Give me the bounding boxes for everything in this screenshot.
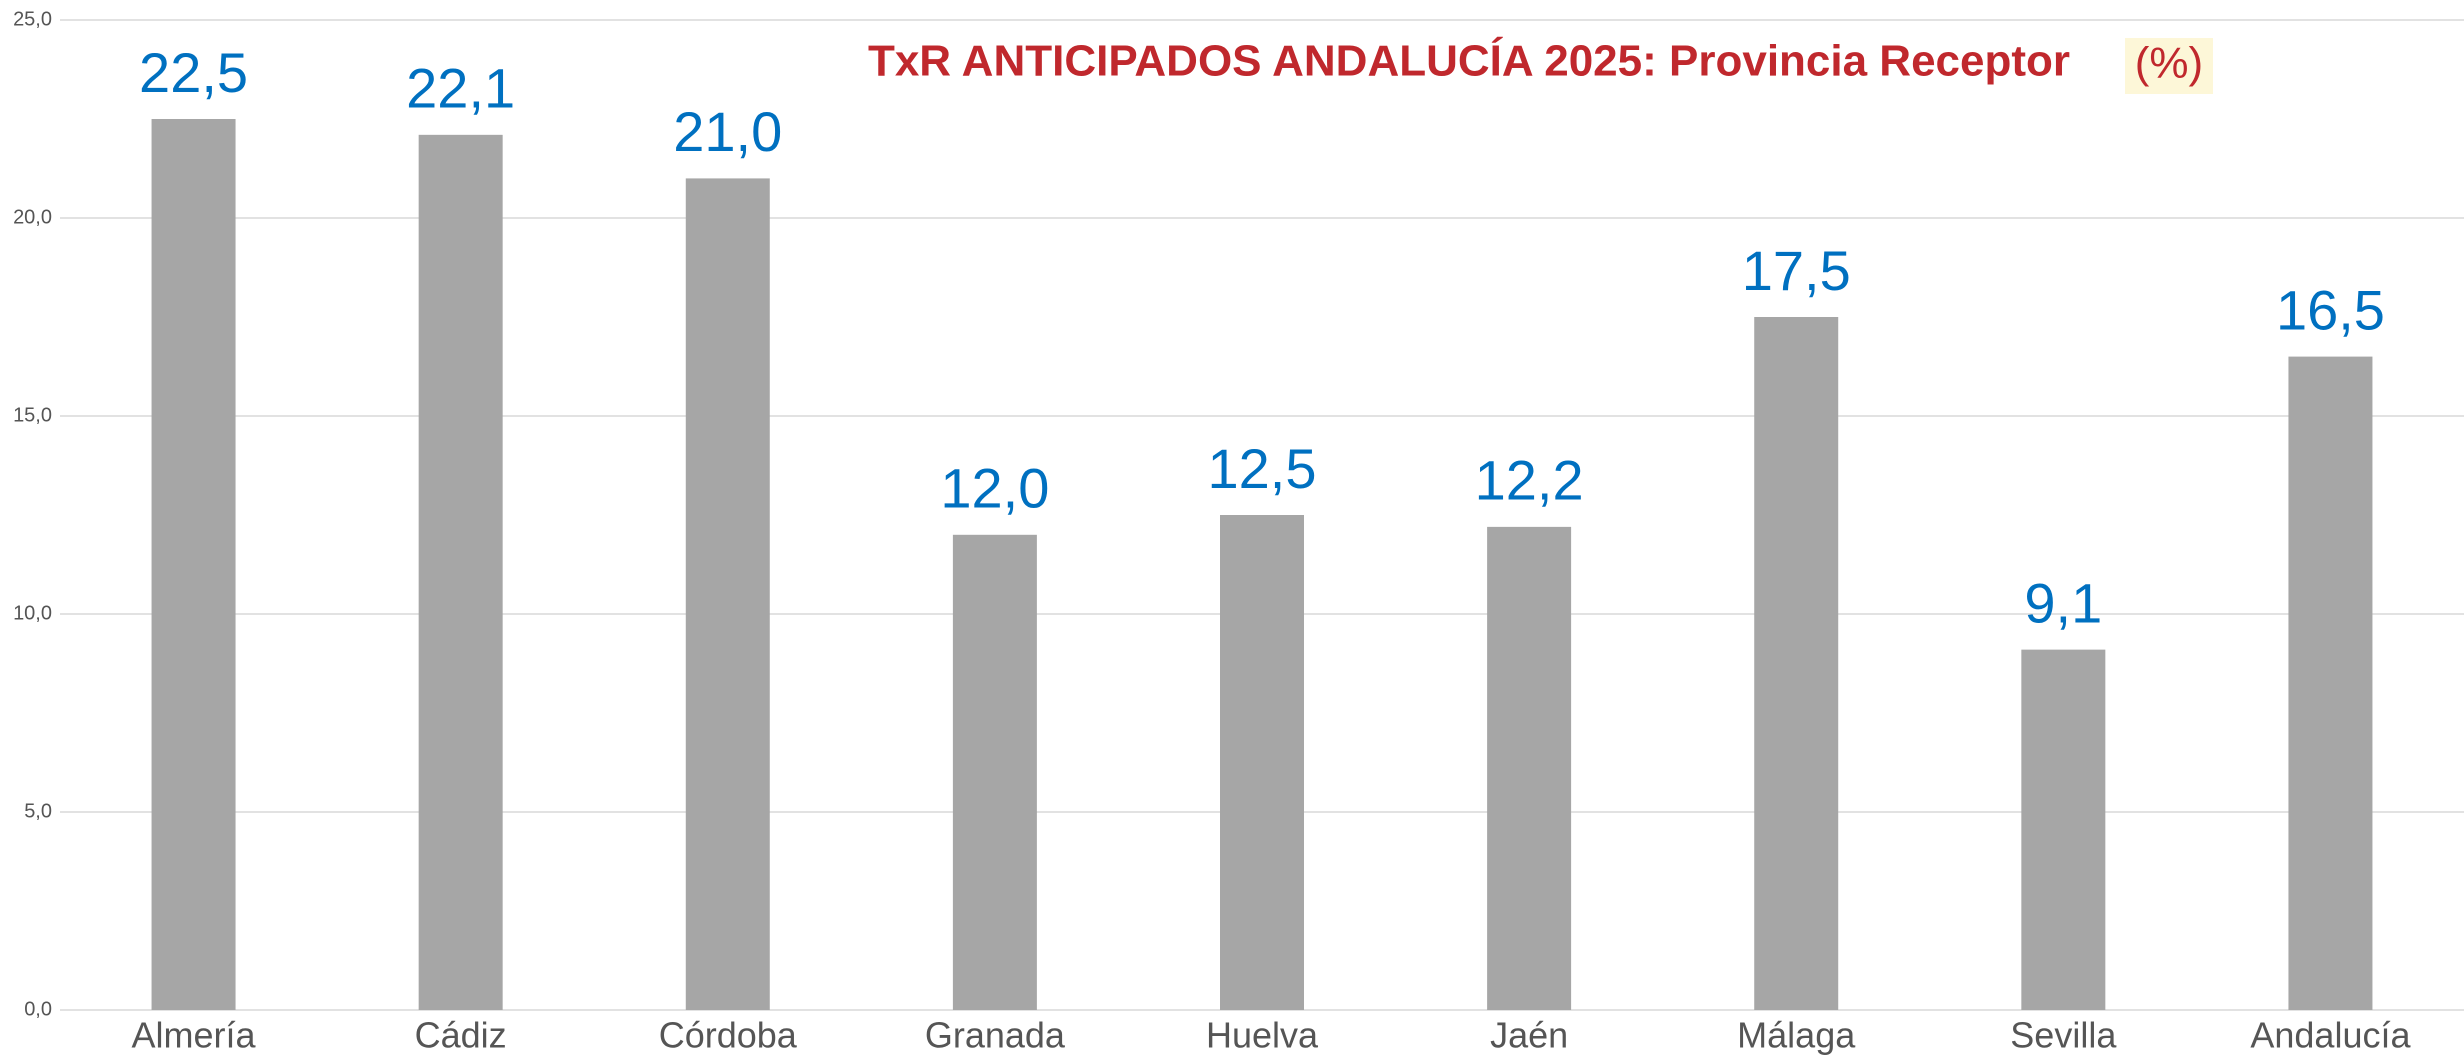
bar xyxy=(152,119,236,1010)
y-tick-label: 0,0 xyxy=(24,998,52,1020)
x-tick-label: Andalucía xyxy=(2250,1015,2411,1056)
bar xyxy=(419,135,503,1010)
value-label: 16,5 xyxy=(2276,278,2385,341)
x-tick-label: Granada xyxy=(925,1015,1066,1056)
bar xyxy=(1220,515,1304,1010)
bar xyxy=(1754,317,1838,1010)
x-tick-label: Huelva xyxy=(1206,1015,1319,1056)
value-label: 21,0 xyxy=(673,100,782,163)
bar xyxy=(1487,527,1571,1010)
bar xyxy=(2021,650,2105,1010)
value-label: 12,2 xyxy=(1475,449,1584,512)
x-tick-label: Almería xyxy=(132,1015,257,1056)
value-label: 17,5 xyxy=(1742,239,1851,302)
y-tick-label: 15,0 xyxy=(13,404,52,426)
x-tick-label: Cádiz xyxy=(415,1015,507,1056)
chart-unit: (%) xyxy=(2135,39,2203,88)
x-tick-label: Sevilla xyxy=(2010,1015,2117,1056)
value-label: 12,0 xyxy=(940,457,1049,520)
x-tick-label: Jaén xyxy=(1490,1015,1568,1056)
value-label: 22,1 xyxy=(406,57,515,120)
x-tick-label: Málaga xyxy=(1737,1015,1856,1056)
chart-title: TxR ANTICIPADOS ANDALUCÍA 2025: Provinci… xyxy=(868,36,2070,86)
x-tick-label: Córdoba xyxy=(659,1015,798,1056)
y-tick-label: 5,0 xyxy=(24,800,52,822)
bar xyxy=(953,535,1037,1010)
y-tick-label: 10,0 xyxy=(13,602,52,624)
bar xyxy=(2288,357,2372,1010)
y-tick-label: 20,0 xyxy=(13,206,52,228)
y-tick-label: 25,0 xyxy=(13,8,52,30)
chart: TxR ANTICIPADOS ANDALUCÍA 2025: Provinci… xyxy=(0,0,2464,1056)
value-label: 9,1 xyxy=(2024,571,2102,634)
value-label: 12,5 xyxy=(1208,437,1317,500)
page: TxR ANTICIPADOS ANDALUCÍA 2025: Provinci… xyxy=(0,0,2464,1056)
bar xyxy=(686,178,770,1010)
value-label: 22,5 xyxy=(139,41,248,104)
